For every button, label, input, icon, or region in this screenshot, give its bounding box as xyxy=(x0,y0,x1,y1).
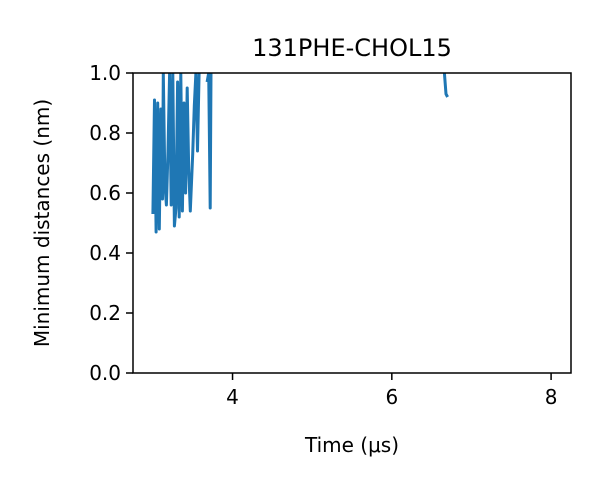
series-layer xyxy=(151,73,449,234)
x-axis-ticks: 4 6 8 xyxy=(226,373,557,409)
chart-title: 131PHE-CHOL15 xyxy=(252,34,452,62)
x-tick-label: 4 xyxy=(226,385,239,409)
series-line-segment xyxy=(442,73,449,98)
y-axis-label: Minimum distances (nm) xyxy=(30,99,54,347)
x-tick-label: 8 xyxy=(545,385,558,409)
y-tick-label: 0.6 xyxy=(89,181,121,205)
y-tick-label: 0.4 xyxy=(89,241,121,265)
series-line-segment xyxy=(151,73,201,234)
series-line-segment xyxy=(205,73,213,210)
y-tick-label: 1.0 xyxy=(89,61,121,85)
x-axis-label: Time (μs) xyxy=(304,433,399,457)
x-tick-label: 6 xyxy=(385,385,398,409)
y-tick-label: 0.8 xyxy=(89,121,121,145)
y-tick-label: 0.2 xyxy=(89,301,121,325)
y-tick-label: 0.0 xyxy=(89,361,121,385)
plot-frame xyxy=(132,72,572,374)
y-axis-ticks: 0.0 0.2 0.4 0.6 0.8 1.0 xyxy=(89,61,133,385)
